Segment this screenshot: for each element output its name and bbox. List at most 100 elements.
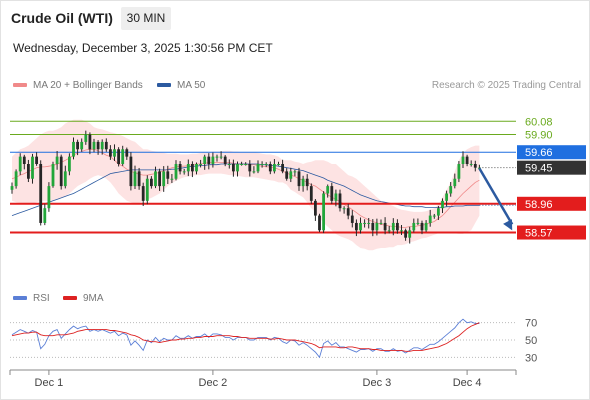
candle-body-42 xyxy=(182,171,186,173)
legend-bollinger: MA 20 + Bollinger Bands xyxy=(13,80,143,91)
current-price-box xyxy=(517,160,586,175)
current-price-label: 59.45 xyxy=(525,163,553,175)
level-box-4 xyxy=(517,225,586,240)
candle-body-81 xyxy=(342,208,346,210)
candle-body-85 xyxy=(359,222,362,231)
candle-body-49 xyxy=(211,156,215,164)
candle-body-109 xyxy=(457,164,461,179)
candle-body-0 xyxy=(10,186,14,190)
candle-body-15 xyxy=(72,141,75,157)
candle-body-63 xyxy=(268,164,272,172)
candle-body-88 xyxy=(371,222,375,231)
candle-body-86 xyxy=(363,222,366,224)
candle-body-73 xyxy=(309,186,313,201)
candle-body-37 xyxy=(162,171,166,187)
rsi-tick-2: 30 xyxy=(525,352,537,364)
time-label-3: Dec 4 xyxy=(453,377,482,389)
candle-body-114 xyxy=(478,167,481,169)
candle-body-34 xyxy=(150,178,153,187)
candle-body-46 xyxy=(199,164,202,165)
rsi-tick-1: 50 xyxy=(525,335,537,347)
candle-body-33 xyxy=(145,178,149,201)
forecast-arrow-head xyxy=(503,219,513,231)
timeframe-button[interactable]: 30 MIN xyxy=(121,7,171,30)
candle-body-17 xyxy=(80,141,84,150)
candle-body-69 xyxy=(293,171,297,173)
candle-body-110 xyxy=(461,156,465,164)
legend-label-rsi: RSI xyxy=(33,293,50,304)
candle-body-90 xyxy=(379,222,383,224)
candle-body-6 xyxy=(35,156,38,164)
candle-body-72 xyxy=(305,178,309,187)
candle-body-111 xyxy=(465,156,469,164)
legend-ma50: MA 50 xyxy=(157,80,205,91)
candle-body-45 xyxy=(195,164,198,172)
candle-body-24 xyxy=(109,149,112,157)
candle-body-94 xyxy=(396,222,399,231)
level-box-3 xyxy=(517,196,586,211)
candle-body-54 xyxy=(232,164,235,172)
candle-body-76 xyxy=(322,193,325,231)
candle-body-100 xyxy=(420,222,424,231)
candle-body-32 xyxy=(141,186,145,201)
candle-body-38 xyxy=(166,171,170,179)
legend-swatch-ma50 xyxy=(157,83,171,88)
candle-body-103 xyxy=(432,215,436,217)
candle-body-56 xyxy=(240,164,243,165)
candle-body-55 xyxy=(236,164,239,172)
level-label-0: 60.08 xyxy=(525,116,553,128)
candle-body-29 xyxy=(129,156,133,187)
candle-body-30 xyxy=(133,171,137,187)
candle-body-57 xyxy=(244,164,248,165)
candle-body-13 xyxy=(63,171,67,187)
candle-body-84 xyxy=(355,222,358,231)
legend-label-ma20: MA 20 + Bollinger Bands xyxy=(33,80,143,91)
candle-body-50 xyxy=(215,156,219,158)
rsi-panel: 70 50 30 xyxy=(10,318,537,364)
candle-body-79 xyxy=(334,193,338,201)
candle-body-14 xyxy=(68,156,71,172)
legend-swatch-rsi xyxy=(13,296,27,301)
candle-body-21 xyxy=(96,141,100,150)
candle-body-53 xyxy=(227,164,231,165)
candle-body-11 xyxy=(55,156,59,164)
candle-body-87 xyxy=(367,222,371,224)
key-levels xyxy=(10,120,516,234)
candle-body-25 xyxy=(113,149,116,157)
candles xyxy=(10,130,481,244)
candle-body-102 xyxy=(428,215,432,223)
candle-body-83 xyxy=(350,215,354,223)
time-label-2: Dec 3 xyxy=(363,377,392,389)
candle-body-12 xyxy=(59,156,63,187)
candle-body-8 xyxy=(43,208,47,223)
candle-body-7 xyxy=(39,164,43,223)
candle-body-64 xyxy=(273,164,276,172)
candle-body-22 xyxy=(100,141,104,150)
level-label-1: 59.90 xyxy=(525,130,553,142)
candle-body-39 xyxy=(170,178,174,180)
candle-body-43 xyxy=(186,164,190,172)
candle-body-77 xyxy=(326,186,330,194)
candle-body-74 xyxy=(314,200,317,216)
time-axis: Dec 1 Dec 2 Dec 3 Dec 4 xyxy=(9,369,517,389)
candle-body-113 xyxy=(473,164,477,168)
candle-body-68 xyxy=(289,171,293,179)
candle-body-80 xyxy=(338,193,342,209)
level-box-2 xyxy=(517,145,586,160)
candle-body-75 xyxy=(318,215,321,231)
candle-body-95 xyxy=(400,230,403,232)
candle-body-78 xyxy=(330,186,334,201)
candle-body-27 xyxy=(121,149,125,164)
candle-body-3 xyxy=(22,156,26,164)
candle-body-16 xyxy=(76,141,79,150)
candle-body-19 xyxy=(88,134,92,150)
legend-label-rsi-ma: 9MA xyxy=(83,293,104,304)
candle-body-52 xyxy=(223,156,227,164)
candle-body-99 xyxy=(416,222,420,224)
instrument-title: Crude Oil (WTI) xyxy=(11,10,113,26)
level-label-2: 59.66 xyxy=(525,147,553,159)
candle-body-108 xyxy=(453,178,457,187)
candle-body-104 xyxy=(437,208,440,216)
candle-body-71 xyxy=(301,178,305,187)
